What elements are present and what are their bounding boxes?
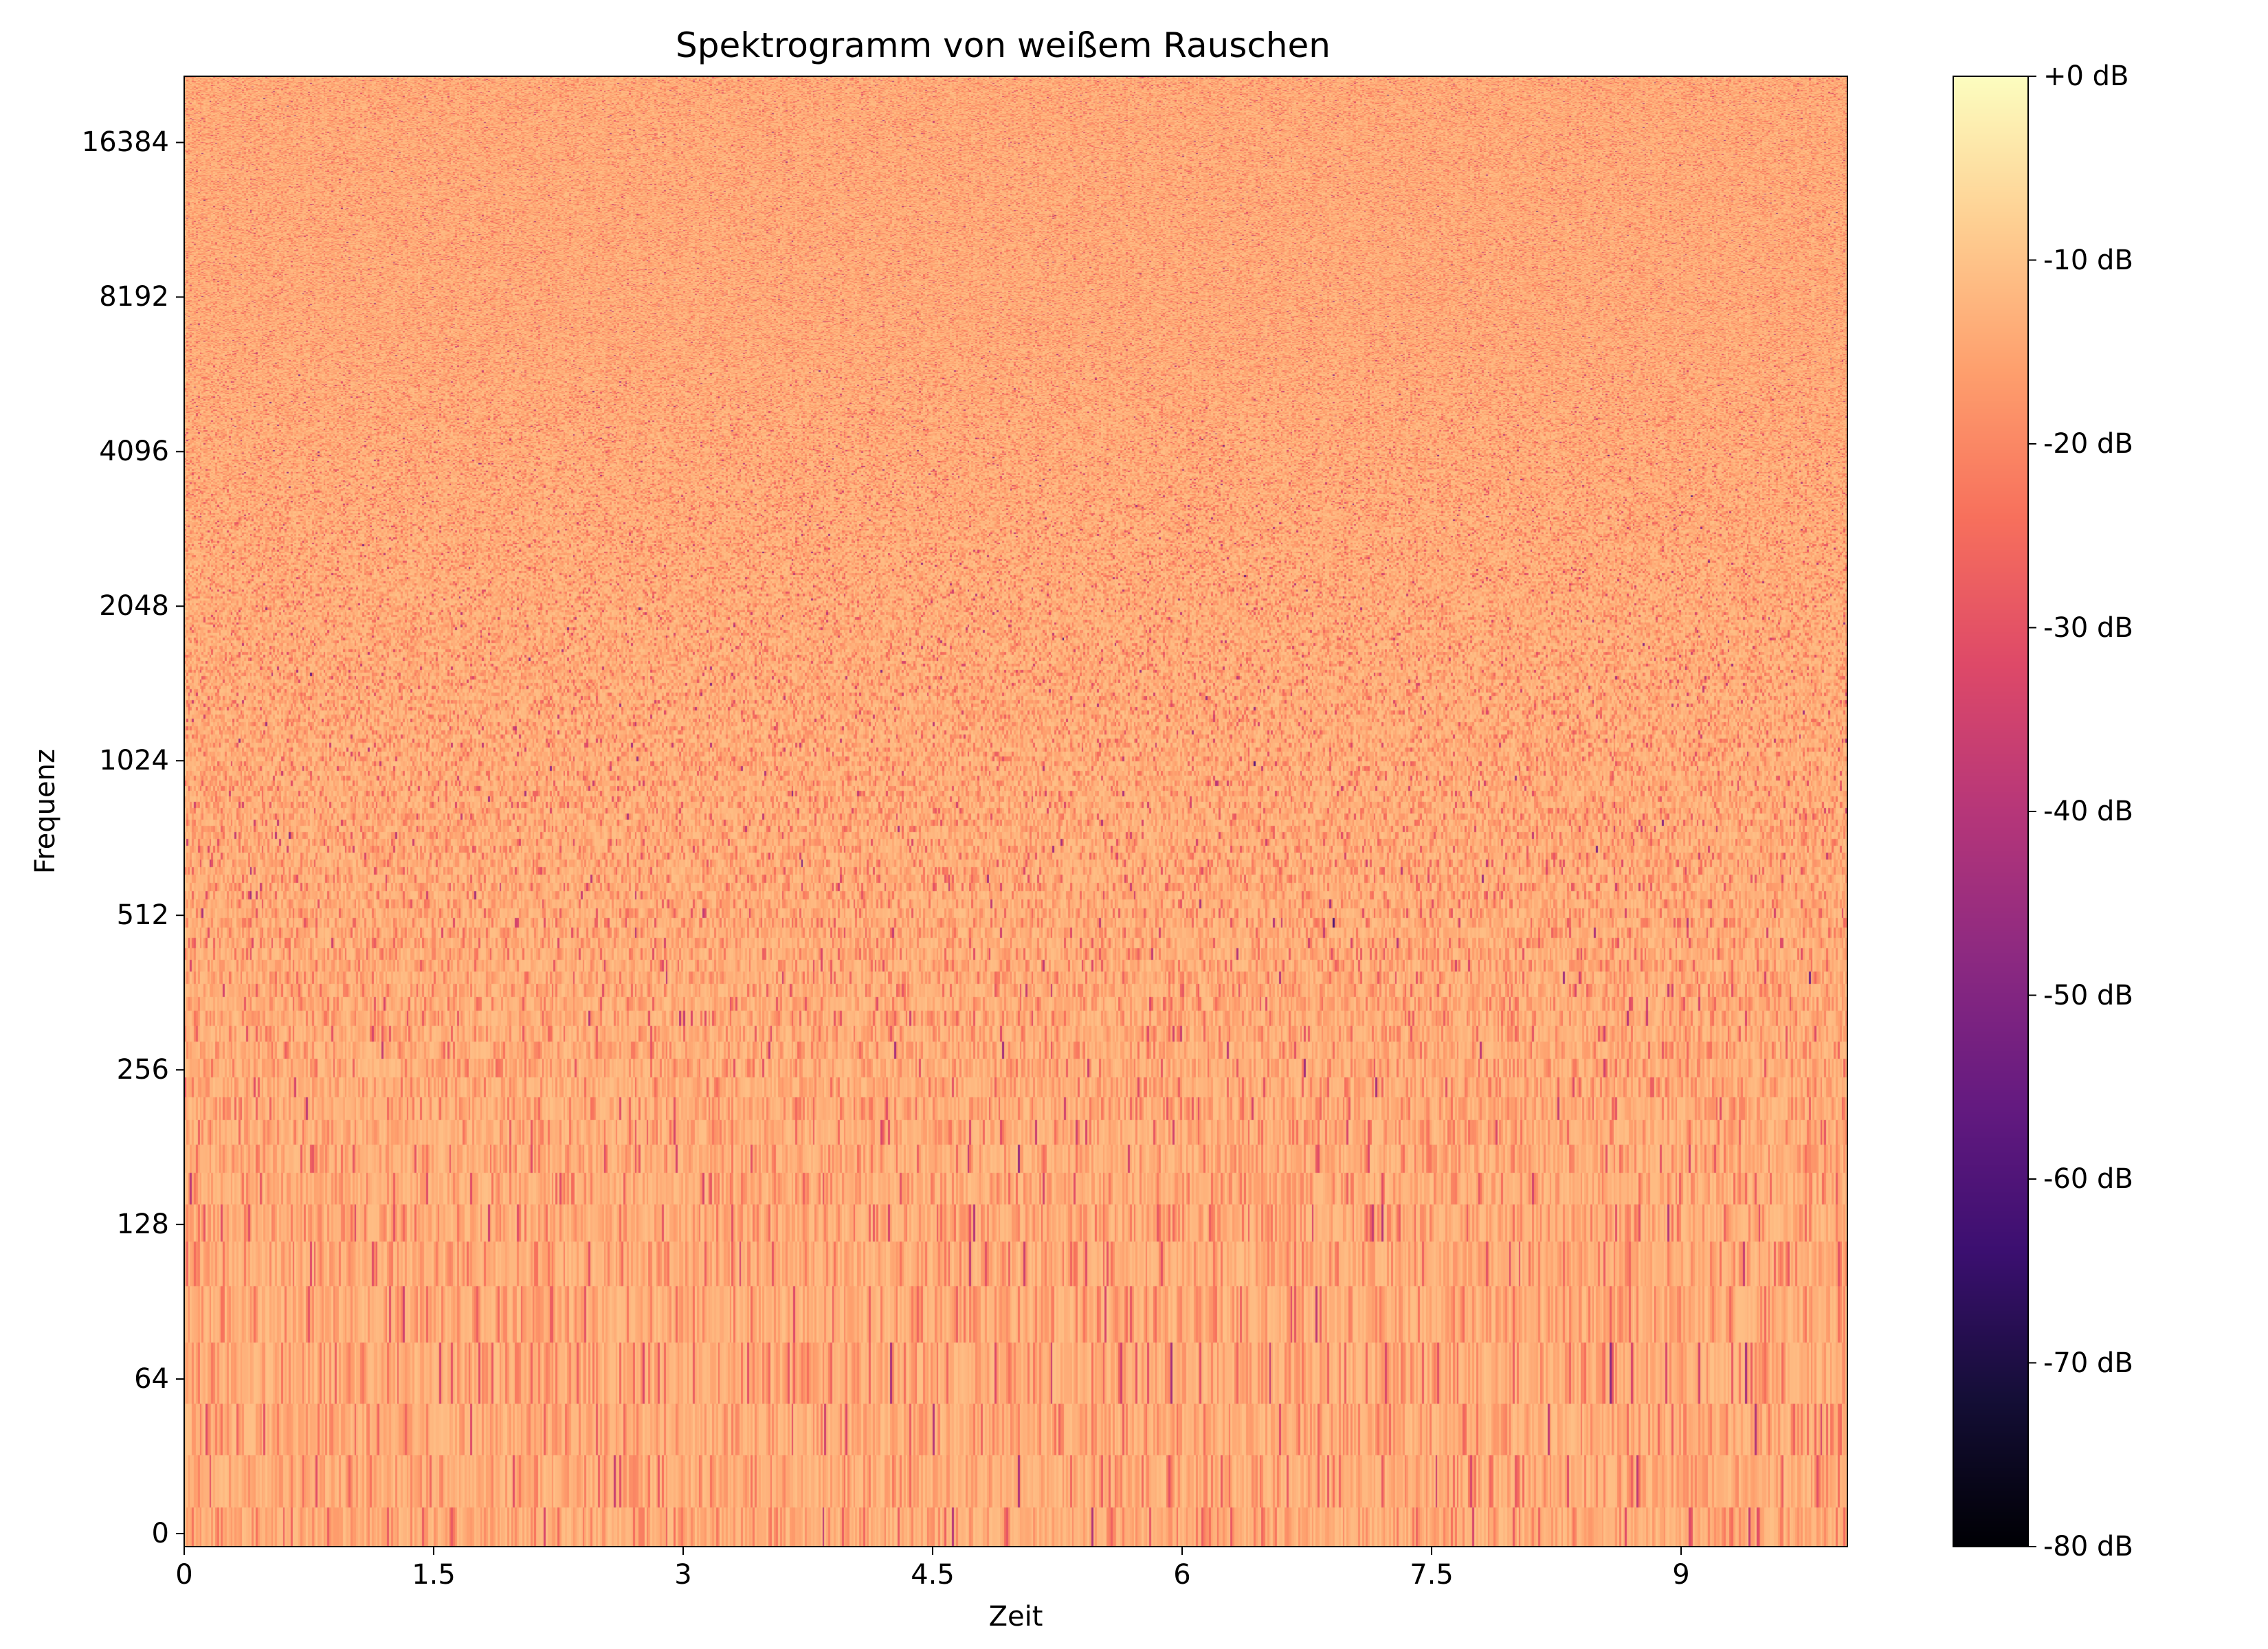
x-tick-label: 3	[674, 1559, 692, 1591]
y-tick-label: 128	[116, 1209, 169, 1241]
y-axis-label: Frequenz	[30, 749, 61, 874]
colorbar-tick-label: +0 dB	[2043, 60, 2129, 92]
y-tick-label: 2048	[99, 590, 169, 622]
colorbar-tick-label: -40 dB	[2043, 796, 2133, 827]
colorbar-tick-label: -50 dB	[2043, 979, 2133, 1011]
colorbar-tick-label: -80 dB	[2043, 1531, 2133, 1562]
y-tick-label: 8192	[99, 281, 169, 313]
spectrogram-heatmap	[184, 76, 1847, 1547]
x-tick-label: 1.5	[412, 1559, 456, 1591]
x-tick-label: 4.5	[911, 1559, 955, 1591]
x-tick-label: 9	[1672, 1559, 1690, 1591]
chart-title: Spektrogramm von weißem Rauschen	[676, 25, 1331, 65]
y-tick-label: 1024	[99, 745, 169, 777]
y-tick-label: 64	[134, 1363, 169, 1395]
colorbar-tick-label: -30 dB	[2043, 612, 2133, 644]
y-tick-label: 0	[151, 1518, 169, 1550]
x-tick-label: 7.5	[1410, 1559, 1454, 1591]
x-tick-label: 6	[1173, 1559, 1191, 1591]
colorbar-tick-label: -70 dB	[2043, 1347, 2133, 1379]
x-tick-label: 0	[175, 1559, 193, 1591]
y-tick-label: 16384	[81, 126, 169, 159]
colorbar-tick-label: -20 dB	[2043, 428, 2133, 460]
colorbar-gradient	[1953, 76, 2028, 1547]
y-tick-label: 4096	[99, 436, 169, 468]
colorbar-frame	[1953, 76, 2029, 1547]
y-tick-label: 512	[116, 899, 169, 932]
colorbar-tick-label: -60 dB	[2043, 1163, 2133, 1195]
plot-frame	[184, 76, 1848, 1547]
y-tick-label: 256	[116, 1054, 169, 1086]
x-axis-label: Zeit	[988, 1601, 1043, 1633]
colorbar-tick-label: -10 dB	[2043, 244, 2133, 276]
